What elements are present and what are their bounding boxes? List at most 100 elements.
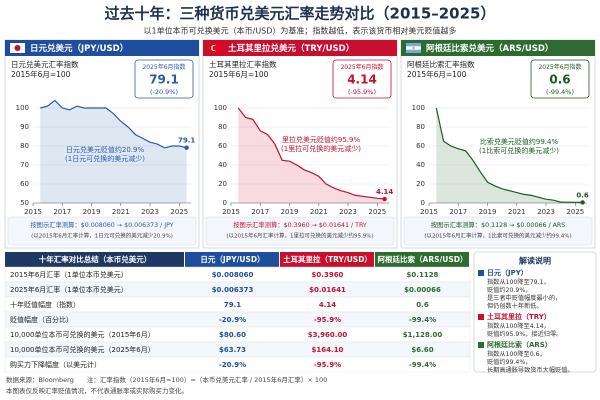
note-box: [7, 216, 197, 246]
main-title: 过去十年：三种货币兑美元汇率走势对比（2015–2025）: [105, 5, 496, 23]
panel-header: [401, 40, 595, 56]
end-label: 0.6: [576, 191, 589, 199]
x-tick-label: 2017: [449, 208, 467, 216]
index-box-value: 79.1: [149, 73, 179, 87]
x-tick-label: 2023: [537, 208, 555, 216]
y-tick-label: 0: [421, 199, 425, 207]
notes-item-name: 土耳其里拉（TRY）: [487, 312, 551, 321]
y-tick-label: 20: [416, 180, 425, 188]
x-tick-label: 2025: [566, 208, 584, 216]
table-cell: $1,128.00: [403, 331, 443, 339]
notes-item-name: 日元（JPY）: [487, 269, 528, 277]
area-fill: [40, 100, 187, 203]
table-cell: $164.10: [312, 346, 344, 354]
panel-header: [203, 40, 397, 56]
table-cell: $6.60: [411, 346, 433, 354]
notes-line: 指数从100降至0.6，: [487, 350, 546, 358]
y-tick-label: 80: [20, 142, 29, 150]
line: [435, 107, 583, 203]
note-line: 按图示汇率测算：$0.1128 → $0.00066 / ARS: [431, 220, 566, 229]
annotation: 里拉兑美元贬值约95.9%: [282, 135, 361, 144]
table-cell: -95.9%: [314, 361, 341, 369]
table-cell: 4.14: [319, 301, 336, 309]
table-cell: -95.9%: [314, 316, 341, 324]
index-box-change: (-95.9%): [348, 88, 376, 96]
table-cell: $0.00066: [404, 286, 441, 294]
table-cell: 10,000单位本币可兑换的美元（2015年6月）: [10, 330, 155, 339]
panel-subtitle: 日元兑美元汇率指数: [11, 59, 79, 69]
notes-line: 是三者中贬值幅度最小的，: [487, 294, 561, 302]
x-tick-label: 2015: [222, 208, 240, 216]
table-row: [4, 356, 471, 373]
notes-bullet: [478, 314, 484, 320]
panel-subtitle: 2015年6月=100: [407, 69, 467, 79]
notes-panel: [473, 251, 597, 373]
index-box-label: 2025年6月指数: [340, 63, 383, 71]
y-tick-label: 60: [20, 180, 29, 188]
x-tick-label: 2025: [368, 208, 386, 216]
table-header-text: 日元（JPY/USD）: [200, 254, 264, 264]
table-cell: $63.73: [219, 346, 246, 354]
annotation: 比索兑美元贬值约99.4%: [480, 137, 559, 146]
table-header-text: 土耳其里拉（TRY/USD）: [283, 254, 372, 264]
panel-header: [5, 40, 199, 56]
notes-bullet: [478, 270, 484, 276]
notes-line: 指数从100降至79.1，: [487, 278, 550, 286]
panel-title: 土耳其里拉兑美元（TRY/USD）: [228, 43, 354, 54]
notes-line: 长期高通胀导致货币大幅贬值。: [487, 366, 574, 374]
table-cell: 2025年6月汇率（1单位本币兑美元）: [10, 285, 128, 294]
x-tick-label: 2017: [53, 208, 71, 216]
index-box-value: 4.14: [347, 73, 377, 87]
y-tick-label: 100: [412, 104, 425, 112]
annotation: (1日元可兑换的美元减少): [65, 154, 145, 163]
note-box: [205, 216, 395, 246]
note-line: (以2015年6月汇率计算，1日元可兑换的美元减少20.9%): [31, 232, 173, 240]
table-cell: 2015年6月汇率（1单位本币兑美元）: [10, 270, 128, 279]
table-cell: $0.1128: [407, 271, 439, 279]
table-cell: 79.1: [224, 301, 241, 309]
notes-line: 贬值约99.4%，: [487, 358, 531, 366]
index-box-value: 0.6: [549, 73, 570, 87]
index-box: [332, 59, 392, 99]
table-cell: $3,960.00: [308, 331, 348, 339]
main-subtitle: 以1单位本币可兑换美元（本币/USD）为基准；指数越低，表示该货币相对美元贬值越…: [144, 26, 457, 36]
x-tick-label: 2021: [112, 208, 130, 216]
x-tick-label: 2015: [24, 208, 42, 216]
index-box-change: (-99.4%): [546, 88, 574, 96]
end-point: [184, 145, 189, 150]
flag-mark: [212, 45, 218, 51]
line: [237, 107, 385, 200]
table-header-text: 阿根廷比索（ARS/USD）: [378, 254, 468, 264]
notes-item-name: 阿根廷比索（ARS）: [487, 340, 552, 349]
index-box-change: (-20.9%): [150, 88, 178, 96]
flag-band: [406, 43, 421, 47]
notes-title: 解读说明: [519, 256, 551, 266]
source-line: 本图表仅反映汇率贬值情况，不代表通胀率或实际购买力变化。: [6, 386, 188, 395]
panel-subtitle: 土耳其里拉汇率指数: [209, 59, 277, 69]
table-cell: $0.01641: [309, 286, 346, 294]
panel-title: 日元兑美元（JPY/USD）: [30, 43, 128, 54]
panel-title: 阿根廷比索兑美元（ARS/USD）: [426, 43, 553, 54]
x-tick-label: 2023: [339, 208, 357, 216]
x-tick-label: 2015: [420, 208, 438, 216]
note-line: 按图示汇率测算：$0.3960 → $0.01641 / TRY: [233, 220, 367, 229]
table-header-cell: [375, 252, 469, 267]
end-point: [580, 200, 585, 205]
annotation: (1里拉可兑换的美元减少): [281, 144, 361, 153]
x-tick-label: 2019: [281, 208, 299, 216]
area-fill: [238, 108, 385, 203]
area-fill: [436, 108, 583, 203]
panel-subtitle: 2015年6月=100: [11, 69, 71, 79]
y-tick-label: 40: [218, 161, 227, 169]
y-tick-label: 80: [218, 123, 227, 131]
x-tick-label: 2019: [479, 208, 497, 216]
end-label: 79.1: [178, 137, 195, 145]
table-cell: $80.60: [219, 331, 246, 339]
note-box: [403, 216, 593, 246]
notes-line: 贬值约95.9%，接近归零。: [487, 330, 562, 338]
index-box: [134, 59, 194, 99]
flag-mark: [412, 46, 415, 50]
table-cell: -20.9%: [219, 361, 246, 369]
table-header-cell: [185, 252, 279, 267]
